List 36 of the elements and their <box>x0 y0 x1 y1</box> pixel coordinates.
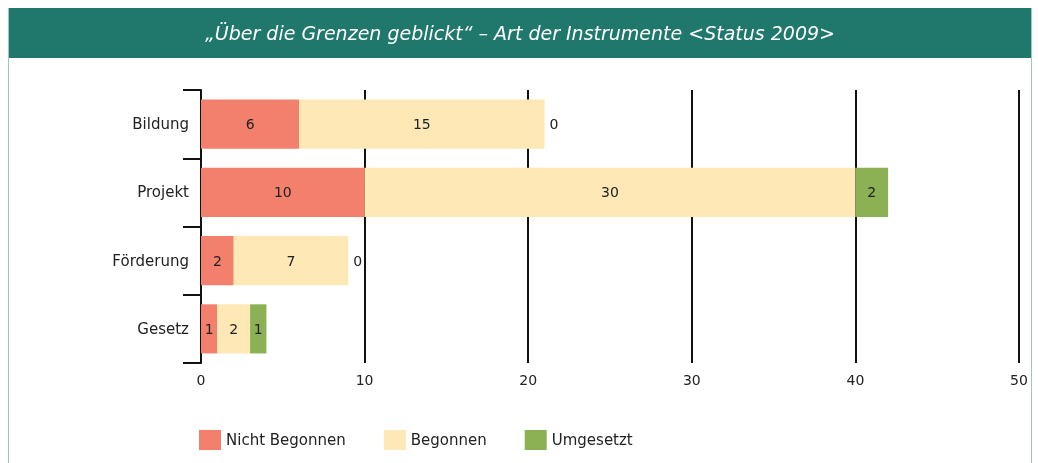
x-tick-label: 30 <box>682 372 701 388</box>
bar <box>217 304 251 354</box>
x-tick-label: 40 <box>846 372 865 388</box>
legend-label: Nicht Begonnen <box>226 431 346 449</box>
bar <box>233 236 349 286</box>
data-label: 1 <box>253 320 263 337</box>
data-label: 2 <box>212 252 222 269</box>
y-tick-label: Förderung <box>112 251 189 270</box>
data-label: 6 <box>245 116 255 133</box>
data-label: 0 <box>353 252 363 269</box>
bar <box>855 167 889 217</box>
data-label: 10 <box>273 184 292 201</box>
bar <box>364 167 856 217</box>
bar <box>201 304 218 354</box>
data-label: 0 <box>549 116 559 133</box>
x-tick-label: 10 <box>355 372 374 388</box>
legend-label: Begonnen <box>410 431 487 449</box>
x-tick-label: 0 <box>196 372 206 388</box>
bar <box>250 304 267 354</box>
y-tick-label: Gesetz <box>137 319 190 338</box>
x-tick-label: 50 <box>1010 372 1028 388</box>
bar <box>201 99 300 149</box>
bar <box>299 99 545 149</box>
bar <box>201 236 234 286</box>
data-label: 2 <box>229 320 239 337</box>
chart-title: „Über die Grenzen geblickt“ – Art der Instrumente <Status 2009> <box>9 8 1031 58</box>
data-label: 7 <box>286 252 296 269</box>
legend-label: Umgesetzt <box>551 431 633 449</box>
data-label: 2 <box>867 184 877 201</box>
bar <box>201 167 365 217</box>
data-label: 15 <box>412 116 431 133</box>
data-label: 30 <box>601 184 619 201</box>
data-label: 1 <box>204 320 214 337</box>
x-tick-label: 20 <box>519 372 538 388</box>
y-tick-label: Projekt <box>137 183 190 202</box>
y-tick-label: Bildung <box>132 115 189 134</box>
